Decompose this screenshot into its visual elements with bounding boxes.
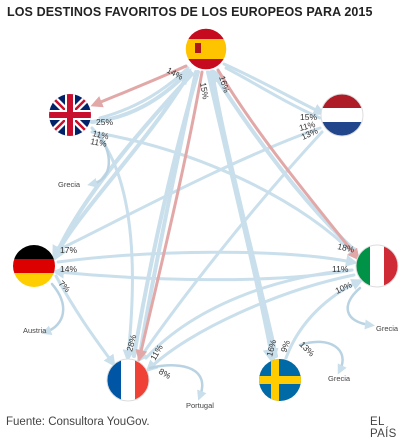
flow-spain-france-red (135, 70, 204, 362)
pct-it-3: 10% (334, 279, 354, 295)
source-note: Fuente: Consultora YouGov. (6, 416, 150, 428)
pct-fr-3: 8% (157, 366, 173, 381)
dest-portugal: Portugal (186, 401, 214, 410)
pct-nl-1: 15% (300, 112, 317, 122)
flow-it-grecia (346, 286, 375, 330)
pct-it-1: 18% (337, 241, 356, 254)
pct-se-1: 16% (264, 338, 278, 357)
flow-spain-netherlands (222, 62, 326, 115)
credit-label: EL PAÍS (370, 416, 397, 440)
flow-se-grecia (298, 340, 347, 375)
pct-uk-1: 25% (96, 117, 113, 127)
germany-flag-icon (13, 245, 55, 287)
pct-fr-1: 28% (124, 333, 138, 352)
dest-grecia-uk: Grecia (58, 180, 81, 189)
pct-uk-2: 11% (92, 128, 111, 141)
italy-flag-icon (356, 245, 398, 287)
netherlands-flag-icon (321, 94, 363, 136)
spain-flag-icon (185, 28, 227, 70)
pct-spain-italy: 16% (217, 75, 232, 95)
france-flag-icon (107, 359, 149, 401)
flow-de-austria (41, 282, 65, 335)
flow-it-france (145, 273, 356, 373)
uk-flag-icon (49, 94, 91, 136)
sweden-flag-icon (259, 359, 301, 401)
pct-de-1: 17% (60, 245, 77, 255)
dest-austria: Austria (23, 326, 47, 335)
flow-de-france (54, 274, 116, 367)
pct-it-2: 11% (332, 264, 349, 274)
flow-uk-grecia (87, 133, 111, 188)
page-title: LOS DESTINOS FAVORITOS DE LOS EUROPEOS P… (7, 5, 373, 19)
flow-fr-portugal (148, 364, 207, 401)
flow-se-spain (210, 70, 278, 358)
dest-grecia-italy: Grecia (376, 324, 399, 333)
flow-spain-italy-red (216, 68, 360, 261)
flow-uk-spain (90, 68, 192, 124)
flow-de-italy (56, 250, 358, 267)
pct-de-2: 14% (60, 264, 77, 274)
pct-se-2: 9% (278, 338, 292, 353)
dest-grecia-sweden: Grecia (328, 374, 351, 383)
flow-se-italy (284, 279, 364, 360)
pct-spain-france: 15% (198, 82, 211, 101)
flow-spain-uk-red (90, 64, 188, 108)
flow-fr-italy (144, 268, 354, 360)
pct-uk-3: 11% (90, 136, 108, 149)
pct-nl-2: 11% (298, 119, 317, 133)
flow-fr-spain (132, 70, 200, 358)
flow-nl-spain (224, 66, 322, 120)
flow-de-spain (54, 72, 194, 257)
